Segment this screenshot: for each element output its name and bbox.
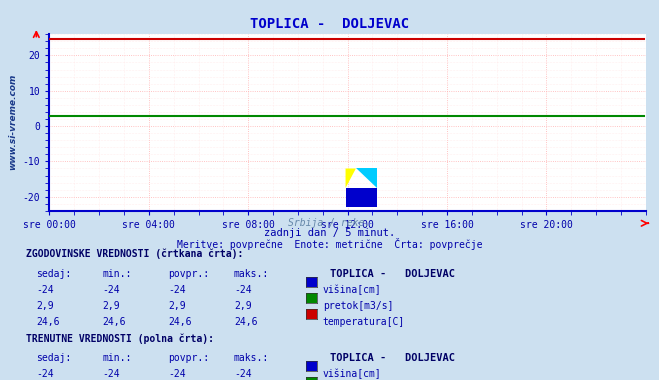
Polygon shape (356, 168, 376, 188)
Text: -24: -24 (102, 285, 120, 294)
Text: www.si-vreme.com: www.si-vreme.com (8, 73, 17, 170)
Text: povpr.:: povpr.: (168, 353, 209, 363)
Text: višina[cm]: višina[cm] (323, 369, 382, 379)
Text: 2,9: 2,9 (36, 301, 54, 310)
Text: 2,9: 2,9 (102, 301, 120, 310)
Text: -24: -24 (36, 285, 54, 294)
Text: pretok[m3/s]: pretok[m3/s] (323, 301, 393, 310)
Text: 24,6: 24,6 (168, 317, 192, 326)
Text: TOPLICA -  DOLJEVAC: TOPLICA - DOLJEVAC (250, 17, 409, 31)
Text: 24,6: 24,6 (234, 317, 258, 326)
Text: -24: -24 (102, 369, 120, 379)
Text: Meritve: povprečne  Enote: metrične  Črta: povprečje: Meritve: povprečne Enote: metrične Črta:… (177, 238, 482, 250)
Text: sedaj:: sedaj: (36, 353, 71, 363)
Text: 24,6: 24,6 (102, 317, 126, 326)
Text: TOPLICA -   DOLJEVAC: TOPLICA - DOLJEVAC (330, 269, 455, 279)
Text: ZGODOVINSKE VREDNOSTI (črtkana črta):: ZGODOVINSKE VREDNOSTI (črtkana črta): (26, 249, 244, 260)
Text: TOPLICA -   DOLJEVAC: TOPLICA - DOLJEVAC (330, 353, 455, 363)
Text: temperatura[C]: temperatura[C] (323, 317, 405, 326)
Polygon shape (345, 188, 376, 207)
Text: sedaj:: sedaj: (36, 269, 71, 279)
Text: TRENUTNE VREDNOSTI (polna črta):: TRENUTNE VREDNOSTI (polna črta): (26, 333, 214, 344)
Text: -24: -24 (36, 369, 54, 379)
Text: višina[cm]: višina[cm] (323, 285, 382, 295)
Text: maks.:: maks.: (234, 353, 269, 363)
Text: -24: -24 (168, 369, 186, 379)
Text: min.:: min.: (102, 269, 132, 279)
Text: Srbija / reke.: Srbija / reke. (289, 218, 370, 228)
Text: 2,9: 2,9 (168, 301, 186, 310)
Text: min.:: min.: (102, 353, 132, 363)
Text: -24: -24 (234, 369, 252, 379)
Text: -24: -24 (234, 285, 252, 294)
Polygon shape (345, 168, 356, 188)
Text: 2,9: 2,9 (234, 301, 252, 310)
Text: maks.:: maks.: (234, 269, 269, 279)
Text: 24,6: 24,6 (36, 317, 60, 326)
Text: -24: -24 (168, 285, 186, 294)
Text: zadnji dan / 5 minut.: zadnji dan / 5 minut. (264, 228, 395, 238)
Text: povpr.:: povpr.: (168, 269, 209, 279)
